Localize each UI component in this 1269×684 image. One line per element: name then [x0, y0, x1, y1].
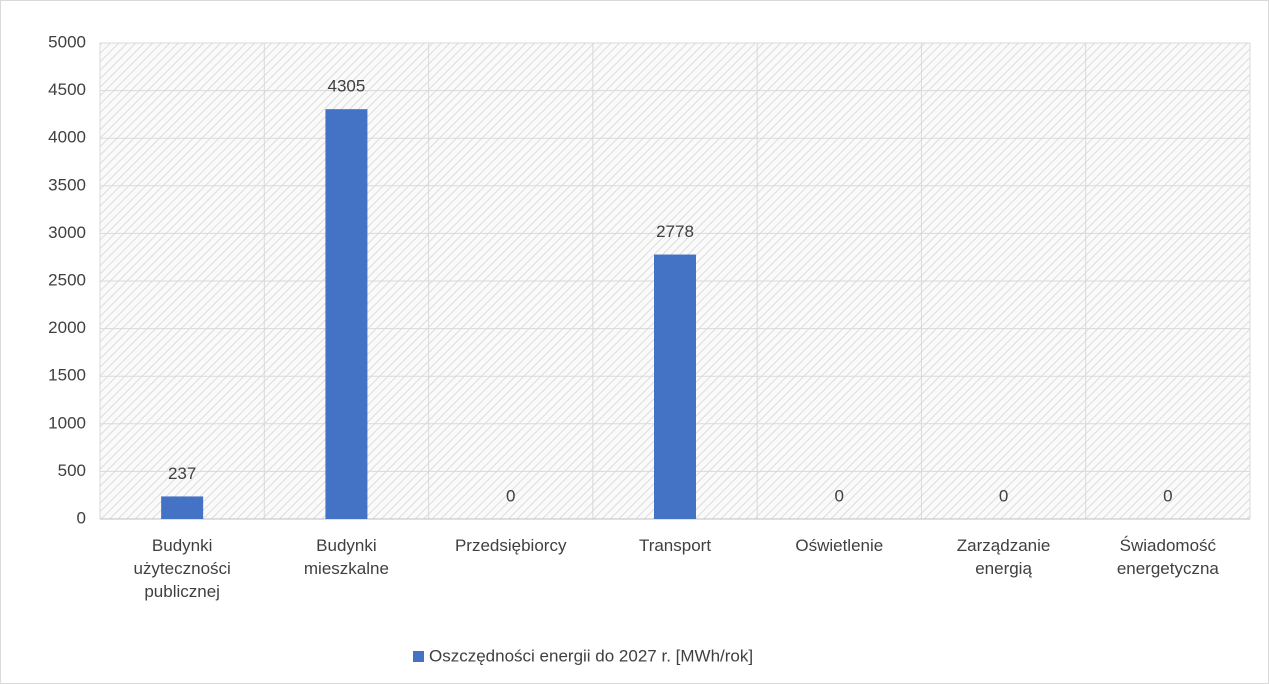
x-tick-label: Przedsiębiorcy	[454, 536, 567, 555]
legend-swatch	[413, 651, 424, 662]
data-label: 237	[168, 464, 196, 483]
y-tick-label: 4000	[48, 128, 86, 147]
y-tick-label: 4500	[48, 80, 86, 99]
data-label: 0	[999, 486, 1008, 505]
y-tick-label: 500	[58, 461, 86, 480]
data-label: 0	[1163, 486, 1172, 505]
data-label: 2778	[656, 222, 694, 241]
data-label: 4305	[328, 77, 366, 96]
y-tick-label: 1000	[48, 413, 86, 432]
x-tick-label: Transport	[638, 536, 712, 555]
x-tick-label: Świadomość energetyczna	[1116, 536, 1219, 578]
legend-label: Oszczędności energii do 2027 r. [MWh/rok…	[429, 646, 753, 665]
x-tick-label: Zarządzanie energią	[956, 536, 1051, 578]
y-tick-label: 2000	[48, 318, 86, 337]
y-tick-label: 3000	[48, 223, 86, 242]
y-tick-label: 5000	[48, 32, 86, 51]
data-label: 0	[506, 486, 515, 505]
bar	[654, 254, 696, 519]
bar	[161, 496, 204, 519]
x-tick-label: Budynki mieszkalne	[303, 536, 389, 578]
x-tick-label: Budynki użyteczności publicznej	[133, 536, 231, 601]
y-tick-label: 3500	[48, 175, 86, 194]
bar	[325, 109, 368, 519]
x-tick-label: Oświetlenie	[795, 536, 884, 555]
y-tick-label: 0	[77, 508, 86, 527]
data-label: 0	[835, 486, 844, 505]
y-tick-label: 1500	[48, 366, 86, 385]
y-tick-label: 2500	[48, 270, 86, 289]
